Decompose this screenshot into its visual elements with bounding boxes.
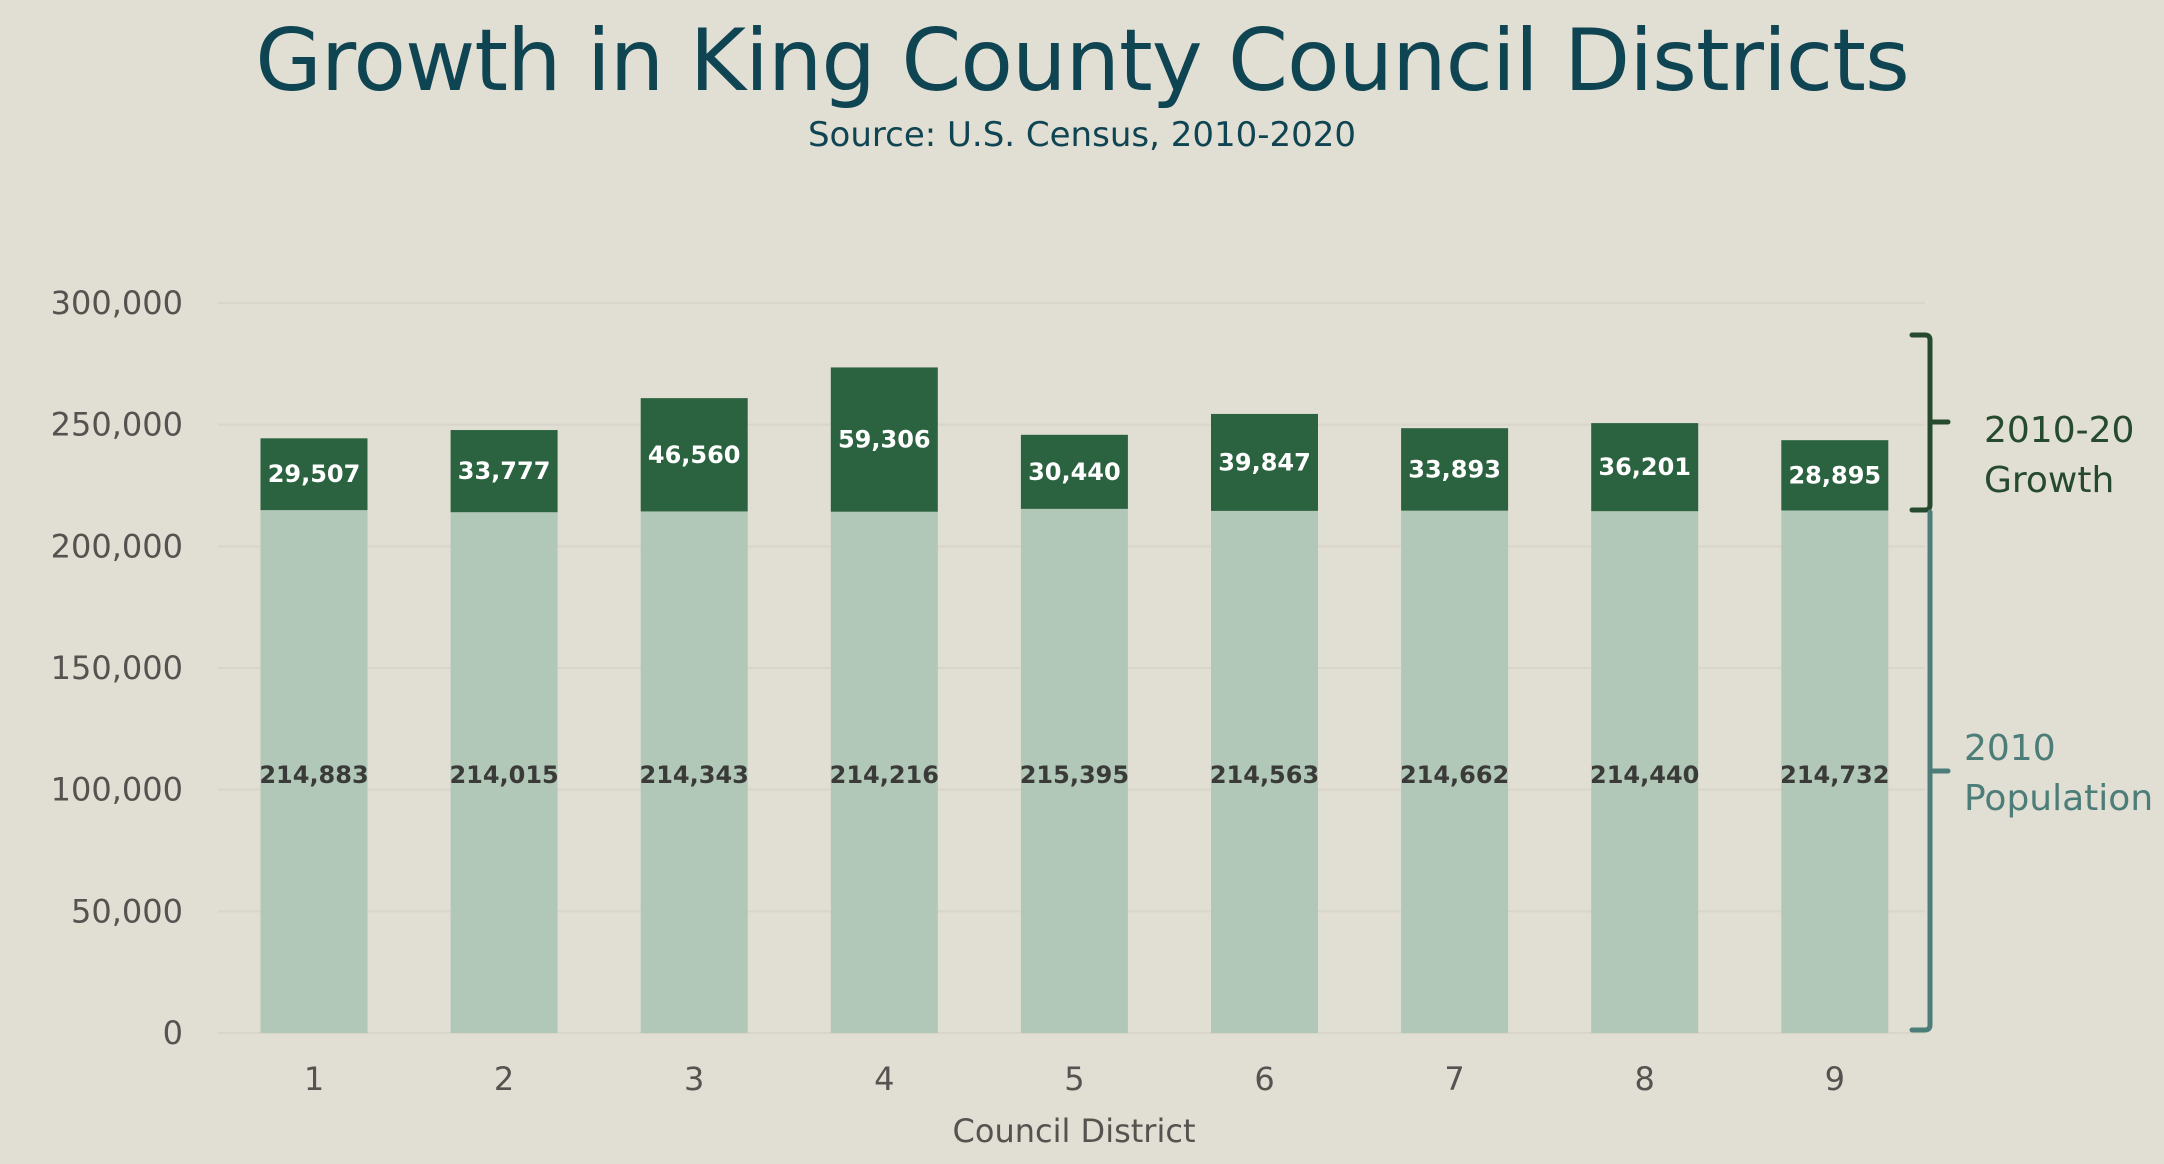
data-label-2010-population: 214,216 <box>830 761 939 789</box>
y-tick-label: 150,000 <box>51 649 183 687</box>
data-label-2010-20-growth: 29,507 <box>268 460 361 488</box>
data-label-2010-population: 214,343 <box>640 761 749 789</box>
bars: 214,883 29,507 214,015 33,777 214,343 46,560 2… <box>259 367 1889 1034</box>
bar-2010-population <box>1211 510 1318 1033</box>
x-tick-label: 1 <box>304 1060 324 1098</box>
x-axis-title: Council District <box>953 1112 1196 1150</box>
data-label-2010-20-growth: 30,440 <box>1028 458 1121 486</box>
bar-2010-20-growth <box>1781 440 1889 511</box>
bar-2010-20-growth <box>830 367 938 512</box>
data-label-2010-population: 214,662 <box>1400 761 1509 789</box>
y-axis: 0 50,000 100,000 150,000 200,000 250,000 300,0… <box>51 284 183 1052</box>
y-tick-label: 300,000 <box>51 284 183 322</box>
legend-growth-line1: 2010-20 <box>1984 410 2134 451</box>
bar-2010-population <box>450 512 558 1033</box>
data-label-2010-20-growth: 59,306 <box>838 426 931 454</box>
x-tick-label: 8 <box>1635 1060 1655 1098</box>
x-axis: 1 2 3 4 5 6 7 8 9 <box>304 1060 1845 1098</box>
bar-2010-population <box>1591 511 1699 1033</box>
bar-2010-20-growth <box>1401 428 1509 511</box>
bar-2010-population <box>260 510 368 1033</box>
bar-2010-20-growth <box>450 430 558 513</box>
chart-title: Growth in King County Council Districts <box>255 11 1910 111</box>
y-tick-label: 200,000 <box>51 527 183 565</box>
bar-2010-population <box>1781 510 1889 1033</box>
data-label-2010-population: 215,395 <box>1020 761 1129 789</box>
brace-growth-icon <box>1909 332 1951 513</box>
legend-growth-line2: Growth <box>1984 460 2114 501</box>
y-tick-label: 100,000 <box>51 771 183 809</box>
data-label-2010-population: 214,732 <box>1780 761 1889 789</box>
data-label-2010-20-growth: 33,777 <box>458 457 551 485</box>
data-label-2010-20-growth: 28,895 <box>1788 461 1881 489</box>
bar-2010-population <box>1020 508 1128 1033</box>
legend-population-line1: 2010 <box>1964 728 2056 769</box>
data-label-2010-20-growth: 39,847 <box>1218 448 1311 476</box>
data-label-2010-population: 214,015 <box>449 761 558 789</box>
x-tick-label: 7 <box>1444 1060 1464 1098</box>
legend: 2010-20 Growth 2010 Population <box>1909 332 2153 1033</box>
bar-2010-population <box>640 511 748 1034</box>
data-label-2010-20-growth: 33,893 <box>1408 455 1501 483</box>
data-label-2010-20-growth: 46,560 <box>648 441 741 469</box>
bar-2010-20-growth <box>260 438 368 511</box>
x-tick-label: 2 <box>494 1060 514 1098</box>
x-tick-label: 4 <box>874 1060 894 1098</box>
y-tick-label: 0 <box>163 1014 183 1052</box>
legend-population-line2: Population <box>1964 778 2153 819</box>
bar-2010-population <box>830 511 938 1033</box>
brace-population-icon <box>1909 509 1951 1033</box>
bar-2010-20-growth <box>640 398 748 512</box>
data-label-2010-population: 214,440 <box>1590 761 1699 789</box>
y-tick-label: 50,000 <box>71 892 183 930</box>
bar-2010-population <box>1401 510 1509 1034</box>
data-label-2010-population: 214,883 <box>259 761 368 789</box>
chart-subtitle: Source: U.S. Census, 2010-2020 <box>807 115 1357 155</box>
x-tick-label: 3 <box>684 1060 704 1098</box>
x-tick-label: 5 <box>1064 1060 1084 1098</box>
data-label-2010-20-growth: 36,201 <box>1598 453 1691 481</box>
bar-2010-20-growth <box>1211 413 1318 511</box>
data-label-2010-population: 214,563 <box>1210 761 1319 789</box>
x-tick-label: 6 <box>1254 1060 1274 1098</box>
x-tick-label: 9 <box>1825 1060 1845 1098</box>
bar-2010-20-growth <box>1020 434 1128 509</box>
bar-2010-20-growth <box>1591 423 1699 512</box>
y-tick-label: 250,000 <box>51 406 183 444</box>
